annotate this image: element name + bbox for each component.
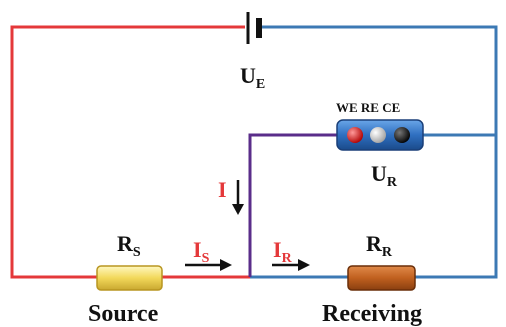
source-label: Source: [88, 301, 159, 327]
ur-label: UR: [371, 161, 398, 190]
ce-terminal: [394, 127, 410, 143]
potentiostat-wire: [248, 133, 337, 277]
current-ir-arrow-icon: [272, 259, 310, 271]
current-i-label: I: [218, 177, 227, 202]
ir-label: IR: [273, 237, 293, 266]
current-is-arrow-icon: [185, 259, 232, 271]
re-terminal: [370, 127, 386, 143]
is-label: IS: [193, 237, 210, 266]
source-wire: [10, 25, 250, 279]
receiving-wire: [250, 25, 498, 279]
battery-icon: [246, 12, 262, 44]
we-terminal: [347, 127, 363, 143]
ue-label: UE: [240, 63, 265, 92]
receiving-resistor: [347, 265, 416, 291]
electrode-labels: WE RE CE: [336, 100, 400, 115]
potentiostat-meter: [336, 119, 424, 151]
source-resistor: [96, 265, 163, 291]
receiving-label: Receiving: [322, 301, 422, 327]
rs-label: RS: [117, 231, 141, 260]
rr-label: RR: [366, 231, 393, 260]
current-i-arrow-icon: [232, 180, 244, 215]
